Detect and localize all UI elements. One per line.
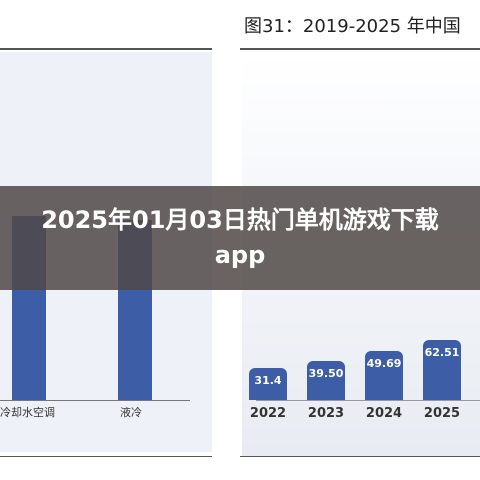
article-title[interactable]: 2025年01月03日热门单机游戏下载app	[41, 206, 439, 269]
bar-2024	[365, 351, 403, 400]
bar-value-label: 62.51	[424, 346, 460, 359]
left-axis-line	[0, 400, 190, 401]
left-label-liquid-cooling: 液冷	[120, 406, 142, 419]
bar-2025	[423, 340, 461, 400]
bar-2023	[307, 361, 345, 400]
left-label-air-cooling: 冷却水空调	[0, 406, 55, 419]
right-top-rule	[240, 48, 480, 50]
x-tick-label: 2022	[249, 406, 287, 421]
left-bottom-rule	[0, 456, 212, 457]
x-tick-label: 2023	[307, 406, 345, 421]
x-tick-label: 2025	[423, 406, 461, 421]
bar-value-label: 39.50	[308, 367, 344, 380]
chart-baseline	[256, 400, 480, 401]
bar-2022	[249, 368, 287, 400]
left-top-rule	[0, 48, 212, 50]
article-title-overlay[interactable]: 2025年01月03日热门单机游戏下载app	[0, 186, 480, 290]
x-tick-label: 2024	[365, 406, 403, 421]
right-bottom-rule	[240, 456, 480, 457]
figure-title: 图31：2019-2025 年中国	[244, 16, 461, 37]
bar-value-label: 31.4	[254, 374, 282, 387]
bar-value-label: 49.69	[366, 357, 402, 370]
